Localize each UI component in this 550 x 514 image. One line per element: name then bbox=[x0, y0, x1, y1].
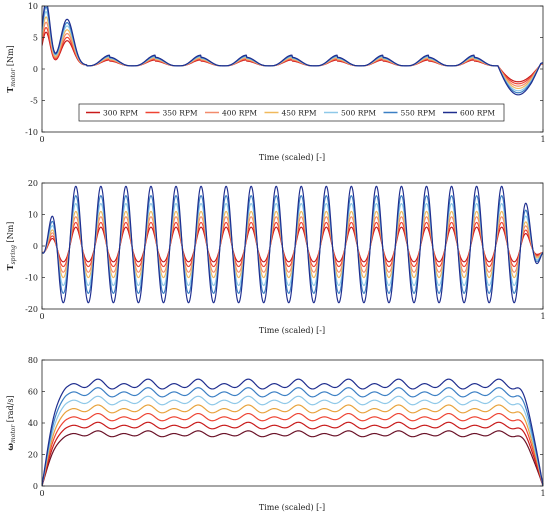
motor-torque-y-tick-label: 5 bbox=[33, 34, 38, 43]
legend-label: 400 RPM bbox=[222, 109, 257, 118]
series-line-500-rpm bbox=[42, 11, 543, 92]
motor-torque-y-label-symbol: T bbox=[5, 87, 15, 93]
spring-torque-y-tick-label: 0 bbox=[33, 242, 38, 251]
motor-speed-y-tick-label: 40 bbox=[28, 419, 38, 428]
motor-torque-y-tick-label: -5 bbox=[30, 97, 38, 106]
spring-torque-y-label-unit: [Nm] bbox=[6, 222, 15, 243]
motor-speed-y-ticks: 80 60 40 20 0 bbox=[28, 356, 544, 491]
motor-torque-series-group bbox=[42, 6, 543, 96]
motor-speed-series-group bbox=[42, 378, 543, 486]
series-line-600-rpm bbox=[42, 6, 543, 96]
motor-torque-y-label-unit-text: [Nm] bbox=[6, 45, 15, 66]
motor-torque-y-label: Tmotor [Nm] bbox=[5, 45, 17, 93]
spring-torque-x-tick-0: 0 bbox=[39, 312, 44, 321]
motor-torque-x-tick-0: 0 bbox=[39, 135, 44, 144]
legend-label: 300 RPM bbox=[103, 109, 138, 118]
legend-label: 600 RPM bbox=[460, 109, 495, 118]
motor-torque-y-tick-label: 10 bbox=[28, 2, 38, 11]
legend-box bbox=[78, 103, 505, 122]
spring-torque-y-tick-label: 10 bbox=[28, 211, 38, 220]
spring-torque-y-tick-label: 20 bbox=[28, 179, 38, 188]
spring-torque-x-label: Time (scaled) [-] bbox=[259, 326, 325, 335]
series-line-350-rpm bbox=[42, 421, 543, 486]
motor-speed-y-tick-label: 80 bbox=[28, 356, 38, 365]
spring-torque-chart: 20 10 0 -10 -20 0 1 Time (scaled) [-] Tsprin… bbox=[5, 179, 546, 335]
motor-torque-y-tick-label: 0 bbox=[33, 65, 38, 74]
motor-torque-x-tick-1: 1 bbox=[540, 135, 545, 144]
motor-torque-x-label: Time (scaled) [-] bbox=[259, 153, 325, 162]
series-line-450-rpm bbox=[42, 404, 543, 486]
series-line-400-rpm bbox=[42, 412, 543, 486]
legend-label: 350 RPM bbox=[163, 109, 198, 118]
motor-speed-axes-frame bbox=[41, 359, 544, 487]
motor-speed-x-tick-0: 0 bbox=[39, 489, 44, 498]
legend-label: 450 RPM bbox=[282, 109, 317, 118]
legend-items: 300 RPM 350 RPM 400 RPM 450 RPM 500 RPM 550 R… bbox=[86, 109, 495, 118]
spring-torque-y-label-symbol: T bbox=[5, 264, 15, 270]
motor-speed-y-tick-label: 0 bbox=[33, 482, 38, 491]
legend-label: 500 RPM bbox=[341, 109, 376, 118]
spring-torque-y-label-sub: spring bbox=[10, 245, 17, 265]
motor-speed-y-label-unit: [rad/s] bbox=[6, 395, 15, 422]
series-line-550-rpm bbox=[42, 387, 543, 486]
motor-speed-y-label-sub: motor bbox=[10, 424, 17, 443]
legend-label: 550 RPM bbox=[401, 109, 436, 118]
series-line-600-rpm bbox=[42, 185, 543, 304]
motor-speed-y-tick-label: 60 bbox=[28, 388, 38, 397]
spring-torque-axes-frame bbox=[41, 182, 544, 310]
motor-speed-y-label-symbol: ω bbox=[5, 443, 15, 451]
series-line-500-rpm bbox=[42, 395, 543, 486]
series-line-450-rpm bbox=[42, 16, 543, 90]
series-line-300-rpm bbox=[42, 430, 543, 486]
motor-speed-chart: 80 60 40 20 0 0 1 Time (scaled) [-] ωmotor [… bbox=[5, 356, 546, 512]
motor-torque-legend: 300 RPM 350 RPM 400 RPM 450 RPM 500 RPM 550 R… bbox=[78, 103, 505, 122]
spring-torque-y-label: Tspring [Nm] bbox=[5, 222, 17, 271]
motor-speed-y-tick-label: 20 bbox=[28, 451, 38, 460]
spring-torque-series-group bbox=[42, 185, 543, 304]
spring-torque-y-tick-label: -10 bbox=[25, 274, 38, 283]
motor-torque-y-label-sub: motor bbox=[10, 67, 17, 86]
series-line-600-rpm bbox=[42, 378, 543, 486]
spring-torque-x-tick-1: 1 bbox=[540, 312, 545, 321]
motor-torque-chart: 10 5 0 -5 -10 0 1 Time (scaled) [-] Tmotor [… bbox=[5, 2, 546, 162]
motor-speed-x-label: Time (scaled) [-] bbox=[259, 503, 325, 512]
motor-torque-y-ticks: 10 5 0 -5 -10 bbox=[25, 2, 544, 137]
series-line-300-rpm bbox=[42, 226, 543, 263]
spring-torque-y-ticks: 20 10 0 -10 -20 bbox=[25, 179, 544, 314]
svg-text:ωmotor [rad/s]: ωmotor [rad/s] bbox=[5, 395, 17, 450]
motor-speed-x-tick-1: 1 bbox=[540, 489, 545, 498]
svg-text:Tspring [Nm]: Tspring [Nm] bbox=[5, 222, 17, 271]
motor-torque-y-tick-label: -10 bbox=[25, 128, 38, 137]
svg-text:Tmotor [Nm]: Tmotor [Nm] bbox=[5, 45, 17, 93]
motor-speed-y-label: ωmotor [rad/s] bbox=[5, 395, 17, 450]
spring-torque-y-tick-label: -20 bbox=[25, 305, 38, 314]
series-line-550-rpm bbox=[42, 6, 543, 94]
series-line-400-rpm bbox=[42, 21, 543, 87]
